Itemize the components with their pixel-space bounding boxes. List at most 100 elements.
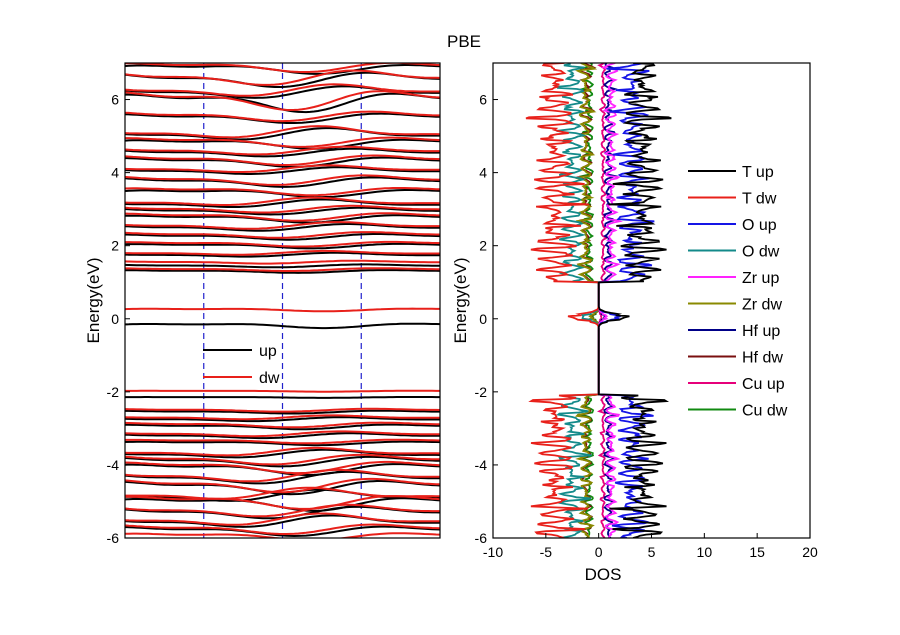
dos-ytick-label: -2 [475, 384, 488, 400]
band-dw-32 [125, 477, 440, 494]
band-up-15 [125, 223, 440, 232]
band-up-10 [125, 176, 440, 188]
dos-xtick-label: 5 [648, 544, 656, 560]
band-dw-9 [125, 164, 440, 173]
dos-y-axis: -6 -4 -2 0 2 4 6 [475, 92, 498, 546]
band-dw-6 [125, 136, 440, 148]
dos-legend-label-O-up: O up [742, 217, 777, 234]
dos-legend-label-Hf-dw: Hf dw [742, 350, 783, 367]
band-dw-36 [125, 512, 440, 526]
band-dw-18 [125, 249, 440, 256]
dos-xtick-label: -5 [540, 544, 553, 560]
band-ytick-label: 6 [111, 92, 119, 108]
dos-xtick-label: 0 [595, 544, 603, 560]
band-dw-8 [125, 154, 440, 166]
dos-xtick-label: 10 [697, 544, 713, 560]
dos-xtick-label: -10 [483, 544, 503, 560]
band-ytick-label: -6 [107, 530, 120, 546]
band-up-25 [125, 423, 440, 431]
band-up-19 [125, 263, 440, 269]
band-dw-11 [125, 187, 440, 197]
band-dw-35 [125, 503, 440, 518]
band-dw-5 [125, 125, 440, 139]
dos-legend-label-Hf-up: Hf up [742, 323, 780, 340]
dos-ytick-label: 6 [479, 92, 487, 108]
band-up-28 [125, 448, 440, 459]
dos-legend-label-Cu-up: Cu up [742, 376, 785, 393]
dos-xtick-label: 15 [749, 544, 765, 560]
band-up-26 [125, 432, 440, 440]
band-ytick-label: -2 [107, 384, 120, 400]
dos-legend-label-Zr-dw: Zr dw [742, 297, 782, 314]
dos-ytick-label: 4 [479, 165, 487, 181]
dos-curve-Cu-up [596, 63, 610, 538]
band-up-4 [125, 112, 440, 124]
band-up-22 [125, 396, 440, 399]
band-legend-label-dw: dw [259, 370, 280, 387]
band-dw-24 [125, 414, 440, 421]
band-up-24 [125, 416, 440, 423]
figure-title: PBE [447, 32, 481, 51]
band-dw-14 [125, 212, 440, 222]
band-up-20 [125, 269, 440, 274]
band-dw-38 [125, 532, 440, 538]
dos-y-axis-label: Energy(eV) [451, 258, 470, 344]
band-dw-12 [125, 196, 440, 206]
band-ytick-label: 4 [111, 165, 119, 181]
dos-legend-label-Zr-up: Zr up [742, 270, 779, 287]
band-up-33 [125, 488, 440, 502]
band-ytick-label: -4 [107, 457, 120, 473]
dos-legend-label-T-up: T up [742, 164, 774, 181]
dos-xtick-label: 20 [802, 544, 818, 560]
band-dw-1 [125, 69, 440, 86]
band-up-13 [125, 206, 440, 216]
band-up-16 [125, 233, 440, 241]
band-up-8 [125, 156, 440, 168]
band-structure-panel: -6 -4 -2 0 2 4 6 Energy(eV) up dw [84, 62, 441, 546]
band-dw-26 [125, 430, 440, 438]
band-dw-17 [125, 240, 440, 248]
band-dw-15 [125, 221, 440, 230]
band-dw-2 [125, 83, 440, 97]
band-lines [125, 63, 440, 538]
band-up-14 [125, 214, 440, 224]
band-y-axis-label: Energy(eV) [84, 258, 103, 344]
band-ytick-label: 2 [111, 238, 119, 254]
band-up-21 [125, 322, 440, 330]
band-dw-37 [125, 523, 440, 535]
band-up-29 [125, 455, 440, 468]
dos-x-axis-label: DOS [585, 565, 622, 584]
band-dw-25 [125, 421, 440, 429]
band-dw-22 [125, 389, 440, 393]
band-dw-34 [125, 495, 440, 510]
band-dw-0 [125, 63, 440, 73]
band-up-37 [125, 525, 440, 538]
band-dw-7 [125, 145, 440, 156]
band-legend: up dw [203, 343, 280, 387]
band-up-7 [125, 147, 440, 158]
band-up-27 [125, 440, 440, 447]
band-up-18 [125, 251, 440, 258]
dos-curve-T-up [597, 63, 672, 538]
band-plot-frame [124, 62, 441, 539]
band-dw-27 [125, 438, 440, 445]
band-legend-label-up: up [259, 343, 277, 360]
dos-legend: T up T dw O up O dw Zr up Zr dw Hf up Hf dw Cu u… [688, 164, 788, 420]
band-dw-13 [125, 204, 440, 214]
dos-legend-label-O-dw: O dw [742, 244, 780, 261]
band-dw-23 [125, 407, 440, 413]
band-dw-3 [125, 90, 440, 112]
band-dw-10 [125, 174, 440, 186]
band-dw-30 [125, 460, 440, 475]
band-y-axis: -6 -4 -2 0 2 4 6 [107, 92, 130, 546]
band-dw-4 [125, 110, 440, 123]
dos-legend-label-T-dw: T dw [742, 191, 777, 208]
band-ytick-label: 0 [111, 311, 119, 327]
dos-ytick-label: 2 [479, 238, 487, 254]
band-dw-16 [125, 231, 440, 239]
dos-legend-label-Cu-dw: Cu dw [742, 403, 788, 420]
band-dw-31 [125, 468, 440, 483]
band-up-17 [125, 242, 440, 250]
band-dw-29 [125, 453, 440, 466]
